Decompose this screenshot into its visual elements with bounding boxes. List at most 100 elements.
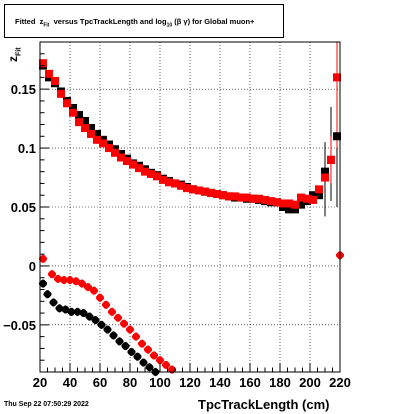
- x-tick-label: 20: [33, 375, 47, 390]
- data-point-square: [129, 160, 137, 169]
- x-tick-label: 80: [123, 375, 137, 390]
- data-point-square: [63, 99, 71, 108]
- data-point-circle: [133, 352, 142, 361]
- x-tick-label: 220: [329, 375, 351, 390]
- data-point-circle: [73, 307, 82, 316]
- data-point-circle: [43, 290, 52, 299]
- x-tick-label: 160: [239, 375, 261, 390]
- data-point-square: [147, 170, 155, 178]
- data-point-square: [333, 132, 341, 141]
- data-point-square: [225, 192, 233, 201]
- data-point-square: [261, 195, 269, 204]
- title-middle: versus TpcTrackLength and log: [53, 17, 167, 26]
- data-point-circle: [65, 275, 75, 285]
- data-point-square: [243, 193, 251, 202]
- data-point-circle: [125, 325, 135, 334]
- data-point-circle: [49, 298, 58, 307]
- data-point-circle: [131, 332, 141, 341]
- data-point-square: [279, 199, 287, 208]
- data-point-circle: [77, 279, 87, 288]
- data-point-square: [237, 193, 245, 202]
- data-point-circle: [59, 275, 69, 285]
- data-point-square: [303, 194, 311, 203]
- x-tick-label: 180: [269, 375, 291, 390]
- data-points: [38, 59, 345, 377]
- x-tick-label: 100: [149, 375, 171, 390]
- data-point-circle: [53, 274, 63, 283]
- data-point-square: [273, 198, 281, 207]
- y-axis-label-sub: Fit: [15, 47, 23, 56]
- data-point-square: [285, 205, 293, 214]
- data-point-square: [75, 118, 83, 127]
- data-point-square: [285, 199, 293, 208]
- data-point-square: [309, 195, 317, 204]
- data-point-square: [165, 178, 173, 187]
- data-point-circle: [113, 313, 123, 322]
- data-point-circle: [91, 316, 100, 325]
- data-point-square: [195, 186, 203, 195]
- data-point-circle: [119, 319, 129, 328]
- data-point-square: [51, 76, 59, 85]
- title-log-sub: 10: [166, 22, 173, 29]
- data-point-circle: [83, 283, 93, 292]
- x-tick-label: 200: [299, 375, 321, 390]
- data-point-square: [183, 184, 191, 193]
- data-point-circle: [79, 308, 88, 318]
- data-point-circle: [145, 363, 154, 372]
- x-axis-label: TpcTrackLength (cm): [198, 397, 330, 412]
- data-point-square: [213, 190, 221, 199]
- data-point-circle: [97, 320, 106, 329]
- y-tick-label: −0.05: [3, 318, 36, 333]
- data-point-square: [333, 73, 341, 82]
- data-point-square: [69, 108, 77, 117]
- data-point-circle: [38, 254, 48, 263]
- data-point-square: [69, 104, 77, 112]
- data-point-circle: [95, 293, 105, 302]
- y-tick-label: 0.15: [11, 82, 36, 97]
- y-axis-label: zFit: [6, 47, 22, 62]
- data-point-circle: [55, 304, 64, 313]
- title-suffix: (β γ) for Global muon+: [174, 17, 255, 26]
- y-axis-label-main: z: [6, 56, 20, 62]
- data-point-square: [105, 144, 113, 153]
- data-point-square: [321, 173, 329, 182]
- data-point-circle: [85, 312, 94, 321]
- data-point-circle: [115, 337, 124, 346]
- timestamp-footer: Thu Sep 22 07:50:29 2022: [4, 401, 89, 408]
- grid-lines: [39, 42, 341, 372]
- data-point-circle: [89, 286, 99, 295]
- x-tick-label: 60: [93, 375, 107, 390]
- data-point-square: [297, 193, 305, 202]
- data-point-square: [87, 124, 95, 133]
- data-point-circle: [143, 345, 153, 354]
- data-point-square: [171, 179, 179, 188]
- data-point-square: [315, 191, 323, 200]
- axis-ticks: 20 40 60 80 100 120 140 160 180 200 220 −0.05 0 0.05 0…: [3, 41, 351, 390]
- data-point-circle: [121, 341, 130, 351]
- data-point-square: [297, 200, 305, 209]
- data-point-square: [249, 194, 257, 203]
- title-box: Fitted zFit versus TpcTrackLength and lo…: [4, 4, 284, 38]
- data-point-circle: [67, 307, 76, 316]
- data-point-circle: [101, 300, 111, 309]
- data-point-square: [117, 153, 125, 162]
- y-tick-label: 0.1: [18, 141, 36, 156]
- data-point-square: [267, 197, 275, 206]
- data-point-square: [315, 185, 323, 194]
- data-point-square: [309, 191, 317, 200]
- data-point-square: [207, 188, 215, 197]
- title-prefix: Fitted: [15, 17, 36, 26]
- data-point-square: [111, 148, 119, 157]
- data-point-circle: [109, 331, 118, 340]
- data-point-square: [57, 89, 65, 98]
- data-point-square: [255, 194, 263, 203]
- data-point-circle: [137, 339, 147, 348]
- data-point-circle: [47, 270, 57, 279]
- data-point-square: [219, 191, 227, 200]
- data-point-square: [93, 129, 101, 138]
- title-var: z: [39, 17, 44, 26]
- data-point-square: [321, 167, 329, 176]
- data-point-square: [177, 181, 185, 190]
- data-point-square: [39, 59, 47, 68]
